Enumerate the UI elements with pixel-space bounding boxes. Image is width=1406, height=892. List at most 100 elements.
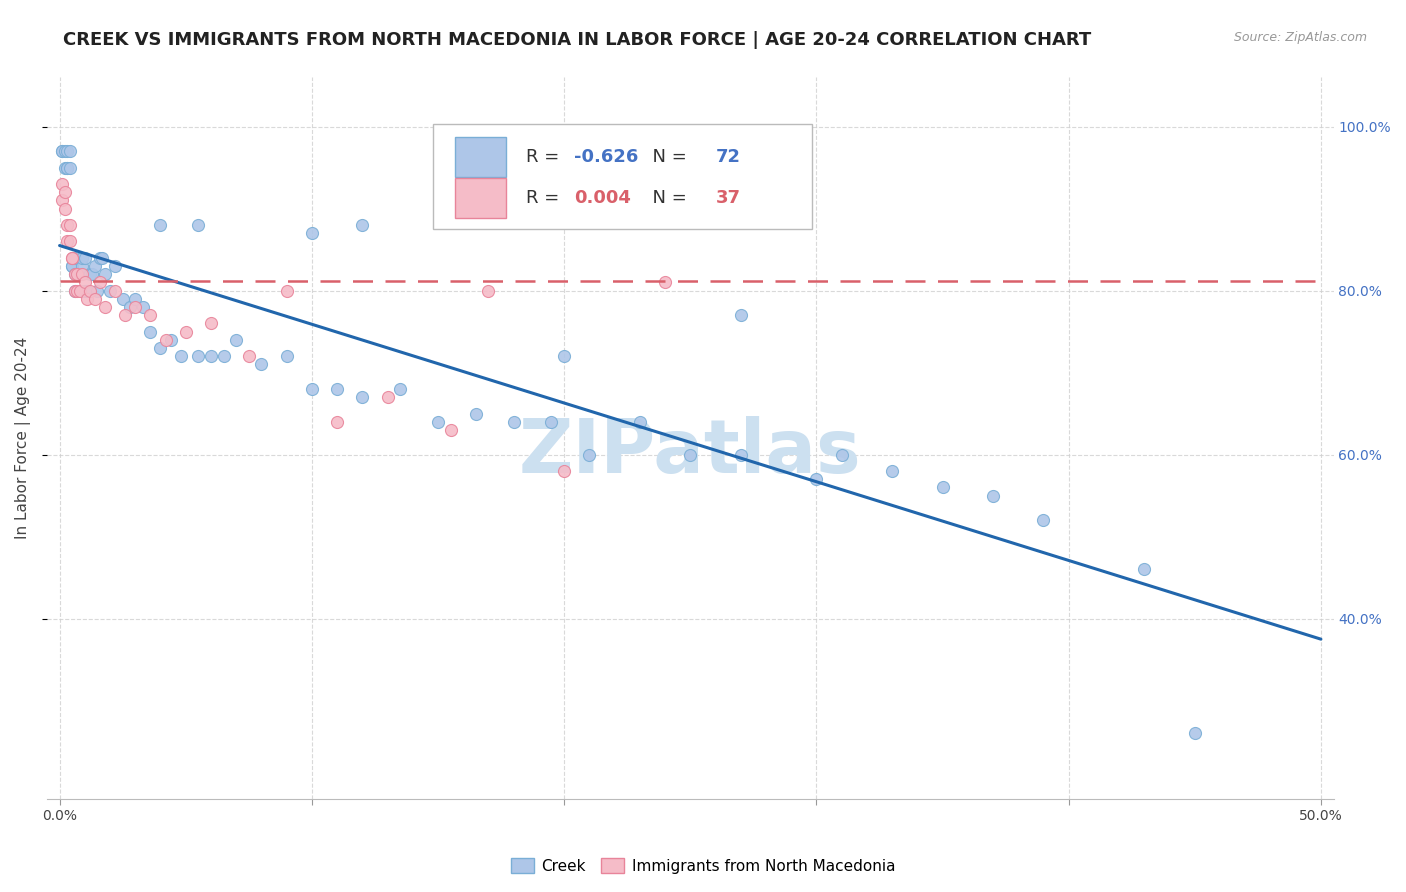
Point <box>149 218 172 232</box>
Point <box>76 284 98 298</box>
FancyBboxPatch shape <box>433 124 813 229</box>
Text: R =: R = <box>526 189 571 207</box>
Text: 37: 37 <box>716 189 741 207</box>
Point <box>114 308 136 322</box>
Point <box>276 284 298 298</box>
Point <box>679 448 702 462</box>
Text: ZIPatlas: ZIPatlas <box>519 417 862 489</box>
Point <box>83 259 105 273</box>
Point <box>212 349 235 363</box>
Point <box>139 308 162 322</box>
Point <box>132 300 155 314</box>
Point <box>82 267 104 281</box>
Point <box>553 464 575 478</box>
Point <box>51 145 73 159</box>
Point <box>170 349 193 363</box>
Point <box>427 415 450 429</box>
Point <box>63 267 86 281</box>
Point <box>326 382 349 396</box>
Point <box>326 415 349 429</box>
Point <box>59 218 82 232</box>
Point <box>89 251 111 265</box>
Point <box>63 284 86 298</box>
Point <box>69 284 91 298</box>
Point <box>56 161 79 175</box>
Point <box>94 267 117 281</box>
Point <box>63 284 86 298</box>
Point <box>250 358 273 372</box>
Text: N =: N = <box>641 189 693 207</box>
FancyBboxPatch shape <box>454 137 506 177</box>
Point <box>120 300 142 314</box>
Point <box>578 448 600 462</box>
Point <box>60 259 83 273</box>
Point <box>59 145 82 159</box>
Point <box>238 349 260 363</box>
Point <box>111 292 134 306</box>
Point <box>806 472 828 486</box>
Point <box>301 226 323 240</box>
Point <box>69 284 91 298</box>
Point <box>187 218 209 232</box>
Point <box>931 480 953 494</box>
Point <box>553 349 575 363</box>
Point <box>730 308 752 322</box>
Point <box>73 251 96 265</box>
Point <box>59 161 82 175</box>
Point <box>94 300 117 314</box>
Point <box>60 259 83 273</box>
Point <box>149 341 172 355</box>
Point <box>628 415 651 429</box>
Point <box>352 390 374 404</box>
Point <box>1032 513 1054 527</box>
Point <box>377 390 399 404</box>
Point <box>159 333 181 347</box>
Point <box>89 276 111 290</box>
Point <box>124 292 146 306</box>
Point <box>73 276 96 290</box>
Point <box>831 448 853 462</box>
Point <box>76 292 98 306</box>
Point <box>174 325 197 339</box>
Point <box>51 145 73 159</box>
Text: 72: 72 <box>716 148 741 166</box>
Point <box>73 284 96 298</box>
Point <box>53 145 76 159</box>
Point <box>79 267 101 281</box>
Point <box>654 276 676 290</box>
Point <box>464 407 486 421</box>
Point <box>83 292 105 306</box>
Point <box>86 284 108 298</box>
Text: R =: R = <box>526 148 565 166</box>
Y-axis label: In Labor Force | Age 20-24: In Labor Force | Age 20-24 <box>15 337 31 540</box>
Point <box>66 267 89 281</box>
Point <box>225 333 247 347</box>
Text: Source: ZipAtlas.com: Source: ZipAtlas.com <box>1233 31 1367 45</box>
Point <box>139 325 162 339</box>
Point <box>502 415 524 429</box>
Text: 0.004: 0.004 <box>575 189 631 207</box>
Point <box>72 259 94 273</box>
Point <box>66 284 89 298</box>
Point <box>56 235 79 249</box>
Point <box>187 349 209 363</box>
Point <box>124 300 146 314</box>
Point <box>59 235 82 249</box>
Point <box>91 251 114 265</box>
Point <box>301 382 323 396</box>
Point <box>104 284 127 298</box>
Point <box>51 177 73 191</box>
Legend: Creek, Immigrants from North Macedonia: Creek, Immigrants from North Macedonia <box>505 852 901 880</box>
Point <box>155 333 177 347</box>
Point <box>540 415 562 429</box>
Point <box>1184 726 1206 740</box>
Point <box>72 251 94 265</box>
Point <box>352 218 374 232</box>
Point <box>1133 562 1156 576</box>
Text: CREEK VS IMMIGRANTS FROM NORTH MACEDONIA IN LABOR FORCE | AGE 20-24 CORRELATION : CREEK VS IMMIGRANTS FROM NORTH MACEDONIA… <box>63 31 1091 49</box>
Point <box>51 194 73 208</box>
Point <box>63 251 86 265</box>
Point <box>53 161 76 175</box>
Point <box>60 251 83 265</box>
Point <box>477 284 499 298</box>
